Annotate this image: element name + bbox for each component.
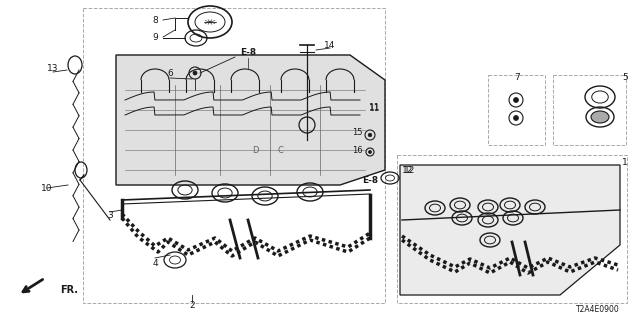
Text: T2A4E0900: T2A4E0900 (576, 305, 620, 314)
Ellipse shape (513, 98, 518, 102)
Ellipse shape (513, 116, 518, 121)
Text: FR.: FR. (60, 285, 78, 295)
Bar (397, 155, 627, 303)
Text: 2: 2 (189, 301, 195, 310)
Text: 12: 12 (403, 165, 413, 174)
Text: E-8: E-8 (240, 47, 256, 57)
Text: 15: 15 (352, 127, 362, 137)
Polygon shape (400, 165, 620, 295)
Bar (488, 75, 545, 145)
Text: E-8: E-8 (362, 175, 378, 185)
Text: 9: 9 (152, 33, 158, 42)
Text: 1: 1 (622, 157, 628, 166)
Bar (362, 110, 384, 165)
Text: 6: 6 (167, 68, 173, 77)
Text: C: C (277, 146, 283, 155)
Bar (553, 75, 626, 145)
Text: 14: 14 (324, 41, 336, 50)
Text: 4: 4 (152, 259, 158, 268)
Text: 13: 13 (47, 63, 59, 73)
Text: D: D (252, 146, 259, 155)
Text: 7: 7 (514, 73, 520, 82)
Ellipse shape (193, 71, 197, 75)
Text: 5: 5 (622, 73, 628, 82)
Text: 10: 10 (41, 183, 52, 193)
Text: 11: 11 (369, 103, 381, 113)
Text: 8: 8 (152, 15, 158, 25)
Polygon shape (116, 55, 385, 185)
Text: 11: 11 (369, 102, 381, 111)
Bar (83, 8, 385, 303)
Ellipse shape (369, 150, 371, 154)
Ellipse shape (591, 111, 609, 123)
Text: 3: 3 (107, 211, 113, 220)
Text: 12: 12 (404, 165, 416, 174)
Text: 16: 16 (352, 146, 362, 155)
Ellipse shape (368, 133, 372, 137)
